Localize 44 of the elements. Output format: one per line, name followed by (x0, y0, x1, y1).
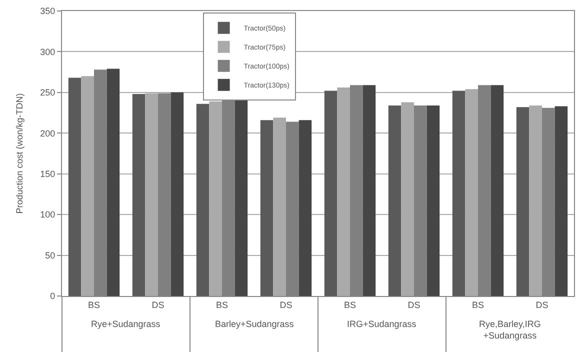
text: IRG+Sudangrass (347, 319, 417, 329)
bar (273, 118, 286, 296)
bar (170, 92, 184, 296)
bar (337, 88, 350, 296)
x-tick-label: BS (472, 300, 484, 310)
y-tick-label: 50 (45, 250, 56, 260)
y-tick-label: 0 (50, 291, 56, 302)
bar (401, 102, 414, 296)
y-axis-title: Production cost (won/kg-TDN) (14, 93, 25, 214)
bar (298, 120, 312, 296)
bar (68, 78, 82, 296)
bar (490, 85, 504, 296)
bar (260, 120, 274, 296)
text: Rye,Barley,IRG +Sudangrass (479, 319, 541, 341)
x-tick-label: BS (344, 300, 356, 310)
bar (452, 90, 466, 296)
x-tick-label: BS (216, 300, 228, 310)
bar (196, 104, 210, 296)
y-tick-label: 200 (40, 128, 56, 138)
bar (324, 90, 338, 296)
bar (529, 105, 542, 296)
x-tick-label: DS (536, 300, 548, 310)
x-tick-label: DS (280, 300, 292, 310)
y-tick-label: 100 (40, 210, 56, 220)
bar (388, 105, 402, 296)
text: Barley+Sudangrass (215, 319, 294, 329)
x-tick-label: DS (152, 300, 164, 310)
bar (516, 107, 530, 296)
x-tick-label: BS (88, 300, 100, 310)
bar (209, 101, 222, 296)
x-tick-label: DS (408, 300, 420, 310)
bar (362, 85, 376, 296)
y-tick-label: 250 (40, 88, 56, 98)
bar (554, 106, 568, 296)
bar (426, 105, 440, 296)
bar (106, 68, 120, 296)
y-tick-label: 150 (40, 169, 56, 180)
y-tick-label: 300 (40, 46, 56, 57)
bar (234, 98, 248, 296)
bar (465, 89, 478, 296)
y-tick-label: 350 (40, 6, 56, 16)
bar (81, 76, 94, 296)
text: Rye+Sudangrass (91, 319, 161, 329)
bar (132, 94, 146, 296)
